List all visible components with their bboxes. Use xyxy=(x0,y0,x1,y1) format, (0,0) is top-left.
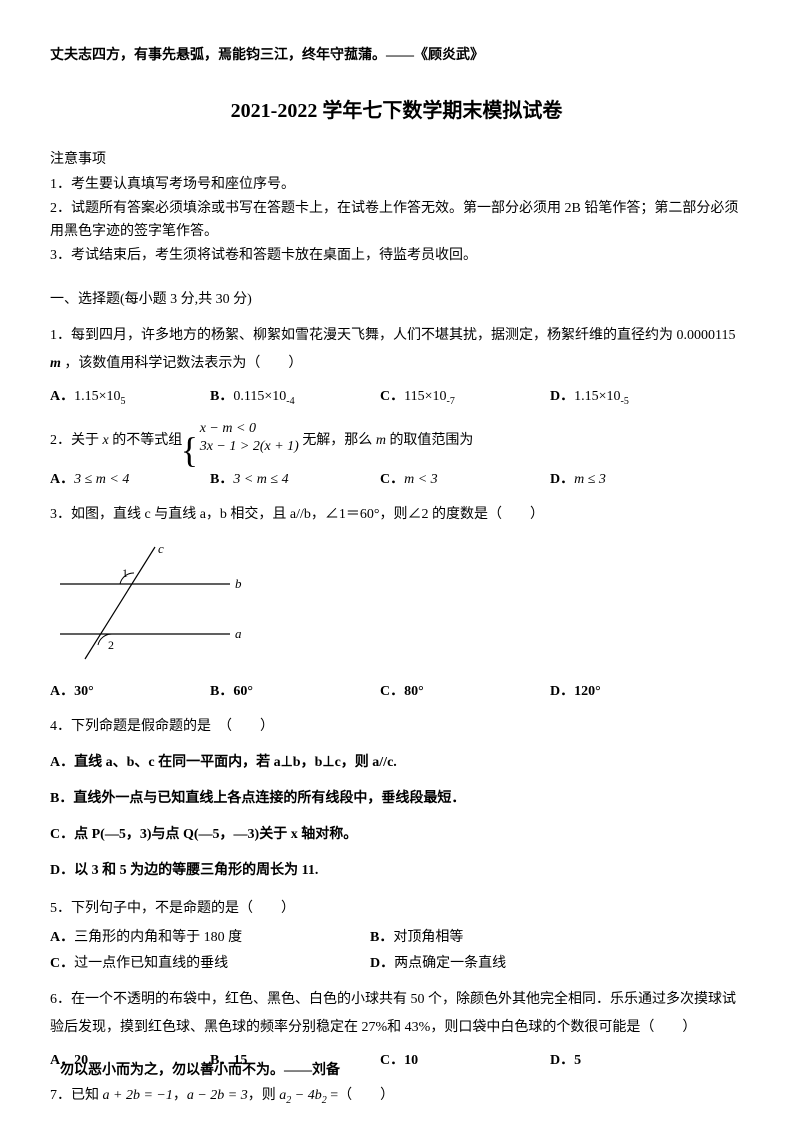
opt-d: D． xyxy=(550,389,574,404)
q5b: 对顶角相等 xyxy=(393,930,463,945)
q1-unit: m xyxy=(50,356,61,371)
q4b: B．直线外一点与已知直线上各点连接的所有线段中，垂线段最短． xyxy=(50,785,743,813)
notice-2: 2．试题所有答案必须填涂或书写在答题卡上，在试卷上作答无效。第一部分必须用 2B… xyxy=(50,198,743,243)
fig-angle2: 2 xyxy=(108,638,114,652)
q7-pre: 7．已知 xyxy=(50,1088,103,1103)
q6c: 10 xyxy=(404,1053,418,1068)
q1-pre: 1．每到四月，许多地方的杨絮、柳絮如雪花漫天飞舞，人们不堪其扰，据测定，杨絮纤维… xyxy=(50,328,735,343)
opt-a: A． xyxy=(50,930,74,945)
opt-c: C． xyxy=(380,684,404,699)
opt-b: B． xyxy=(210,472,233,487)
bottom-quote: 勿以恶小而为之，勿以善小而不为。——刘备 xyxy=(60,1060,340,1082)
notice-header: 注意事项 xyxy=(50,149,743,171)
q1-post: ，该数值用科学记数法表示为（ ） xyxy=(61,356,303,371)
q6d: 5 xyxy=(574,1053,581,1068)
q1b: 0.115×10 xyxy=(233,389,286,404)
opt-c: C． xyxy=(380,1053,404,1068)
fig-b: b xyxy=(235,576,242,591)
q2c: m < 3 xyxy=(404,472,438,487)
q1ae: 5 xyxy=(121,396,126,407)
fig-c: c xyxy=(158,541,164,556)
q2-brace: { x − m < 0 3x − 1 > 2(x + 1) xyxy=(186,420,299,461)
q5: 5．下列句子中，不是命题的是（ ） xyxy=(50,895,743,923)
q5-opts2: C．过一点作已知直线的垂线 D．两点确定一条直线 xyxy=(50,953,743,975)
opt-d: D． xyxy=(550,472,574,487)
q1de: -5 xyxy=(621,396,629,407)
q7-mid: ， xyxy=(173,1088,187,1103)
q5-opts1: A．三角形的内角和等于 180 度 B．对顶角相等 xyxy=(50,927,743,949)
opt-c: C． xyxy=(50,956,74,971)
q3c: 80° xyxy=(404,684,424,699)
fig-angle1: 1 xyxy=(122,566,128,580)
q5a: 三角形的内角和等于 180 度 xyxy=(74,930,242,945)
q5c: 过一点作已知直线的垂线 xyxy=(74,956,228,971)
q1-opts: A．1.15×105 B．0.115×10-4 C．115×10-7 D．1.1… xyxy=(50,386,743,410)
opt-c: C． xyxy=(380,389,404,404)
q2-line1: x − m < 0 xyxy=(200,421,256,436)
page-title: 2021-2022 学年七下数学期末模拟试卷 xyxy=(50,95,743,127)
q1a: 1.15×10 xyxy=(74,389,120,404)
opt-b: B． xyxy=(370,930,393,945)
q1d: 1.15×10 xyxy=(574,389,620,404)
q4c: C．点 P(—5，3)与点 Q(—5，—3)关于 x 轴对称。 xyxy=(50,821,743,849)
brace-icon: { xyxy=(181,414,198,486)
fig-a: a xyxy=(235,626,242,641)
q2-post1: 无解，那么 xyxy=(302,432,376,447)
q2d: m ≤ 3 xyxy=(574,472,606,487)
q7-eq2: a − 2b = 3 xyxy=(187,1088,248,1103)
q3d: 120° xyxy=(574,684,601,699)
q3-figure: c b a 1 2 xyxy=(50,539,743,672)
q1c: 115×10 xyxy=(404,389,446,404)
notice-1: 1．考生要认真填写考场号和座位序号。 xyxy=(50,174,743,196)
q1ce: -7 xyxy=(447,396,455,407)
opt-a: A． xyxy=(50,472,74,487)
opt-d: D． xyxy=(550,684,574,699)
q3a: 30° xyxy=(74,684,94,699)
q2a: 3 ≤ m < 4 xyxy=(74,472,129,487)
q2-opts: A．3 ≤ m < 4 B．3 < m ≤ 4 C．m < 3 D．m ≤ 3 xyxy=(50,469,743,491)
q4: 4．下列命题是假命题的是 （ ） xyxy=(50,713,743,741)
opt-d: D． xyxy=(370,956,394,971)
q1be: -4 xyxy=(286,396,294,407)
q2-mid: 的不等式组 xyxy=(109,432,186,447)
q3-opts: A．30° B．60° C．80° D．120° xyxy=(50,681,743,703)
q7-post: ，则 xyxy=(248,1088,280,1103)
q2: 2．关于 x 的不等式组 { x − m < 0 3x − 1 > 2(x + … xyxy=(50,420,743,461)
q4d: D．以 3 和 5 为边的等腰三角形的周长为 11. xyxy=(50,857,743,885)
opt-b: B． xyxy=(210,389,233,404)
q2-pre: 2．关于 xyxy=(50,432,103,447)
opt-c: C． xyxy=(380,472,404,487)
q6: 6．在一个不透明的布袋中，红色、黑色、白色的小球共有 50 个，除颜色外其他完全… xyxy=(50,986,743,1042)
q2-post2: 的取值范围为 xyxy=(386,432,474,447)
q7-end: =（ ） xyxy=(327,1088,394,1103)
opt-a: A． xyxy=(50,389,74,404)
opt-b: B． xyxy=(210,684,233,699)
q3b: 60° xyxy=(233,684,253,699)
q7: 7．已知 a + 2b = −1，a − 2b = 3，则 a2 − 4b2 =… xyxy=(50,1082,743,1111)
q4a: A．直线 a、b、c 在同一平面内，若 a⊥b，b⊥c，则 a//c. xyxy=(50,749,743,777)
q7-eq1: a + 2b = −1 xyxy=(103,1088,173,1103)
opt-d: D． xyxy=(550,1053,574,1068)
q2-line2: 3x − 1 > 2(x + 1) xyxy=(200,439,299,454)
q7-b: − 4b xyxy=(291,1088,321,1103)
opt-a: A． xyxy=(50,684,74,699)
q1: 1．每到四月，许多地方的杨絮、柳絮如雪花漫天飞舞，人们不堪其扰，据测定，杨絮纤维… xyxy=(50,322,743,378)
top-quote: 丈夫志四方，有事先悬弧，焉能钧三江，终年守菰蒲。——《顾炎武》 xyxy=(50,45,743,67)
notice-3: 3．考试结束后，考生须将试卷和答题卡放在桌面上，待监考员收回。 xyxy=(50,245,743,267)
q2-m: m xyxy=(376,432,386,447)
q2b: 3 < m ≤ 4 xyxy=(233,472,288,487)
q3: 3．如图，直线 c 与直线 a，b 相交，且 a//b，∠1＝60°，则∠2 的… xyxy=(50,501,743,529)
q5d: 两点确定一条直线 xyxy=(394,956,506,971)
section-a: 一、选择题(每小题 3 分,共 30 分) xyxy=(50,289,743,311)
